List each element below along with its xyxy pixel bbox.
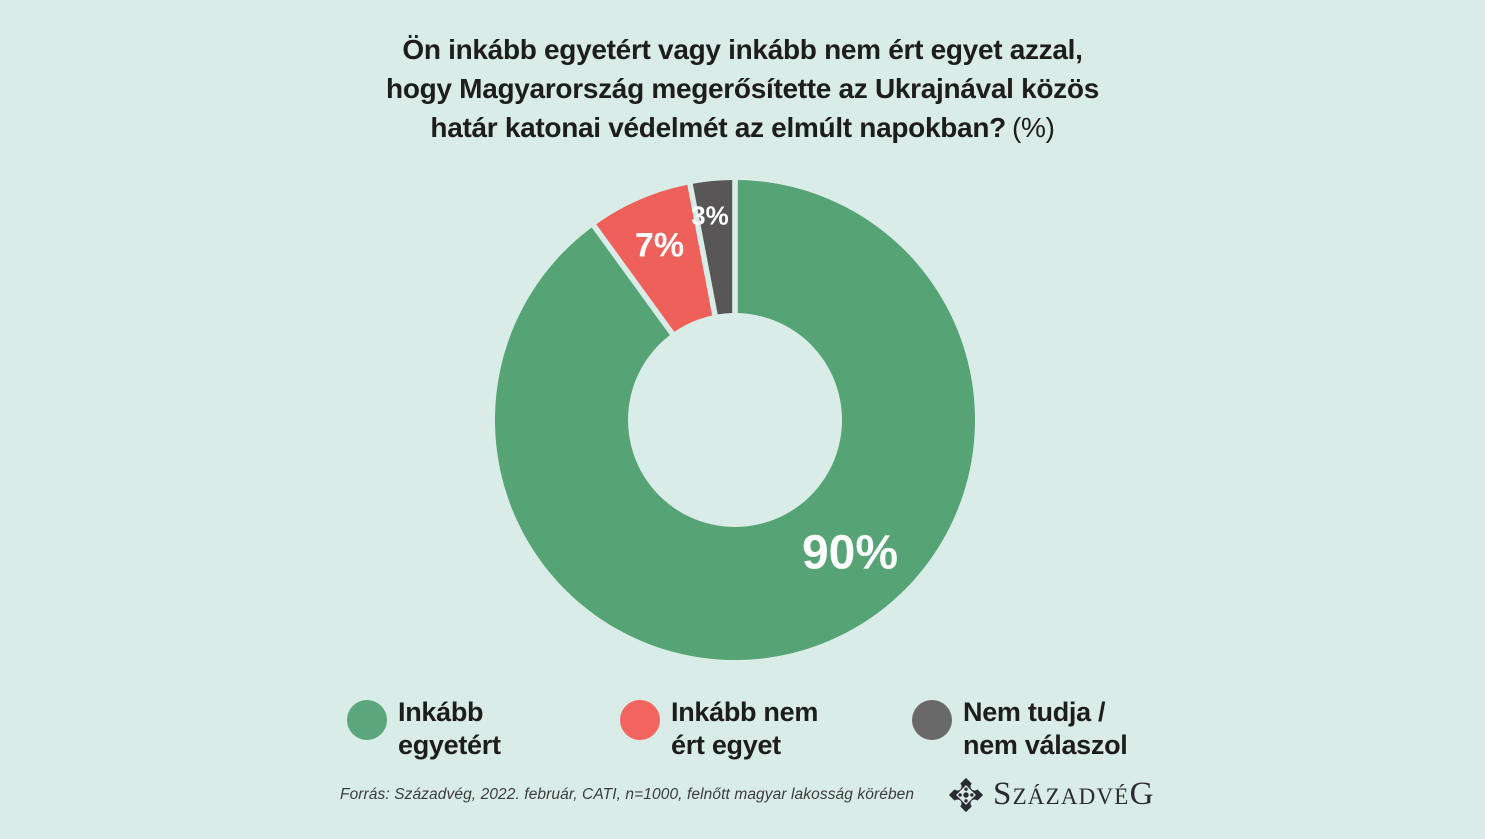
slice-value-label-2: 3% bbox=[691, 201, 729, 231]
donut-chart: 90% 7% 3% bbox=[435, 120, 1035, 720]
szazadveg-logo-text: SZÁZADVÉG bbox=[993, 776, 1155, 812]
legend-label: Nem tudja / nem válaszol bbox=[963, 697, 1128, 760]
chart-title: Ön inkább egyetért vagy inkább nem ért e… bbox=[0, 30, 1485, 147]
legend-dot-green bbox=[347, 700, 387, 740]
legend-item-inkabb-egyetert: Inkább egyetért bbox=[347, 696, 501, 762]
chart-title-line-1: Ön inkább egyetért vagy inkább nem ért e… bbox=[402, 34, 1083, 65]
chart-title-percent-suffix: (%) bbox=[1011, 112, 1055, 143]
chart-title-line-3: határ katonai védelmét az elmúlt napokba… bbox=[430, 112, 1055, 143]
source-note: Forrás: Századvég, 2022. február, CATI, … bbox=[340, 786, 915, 803]
donut-slice-2 bbox=[692, 180, 733, 315]
donut-chart-svg: 90% 7%3% bbox=[494, 180, 975, 661]
legend-dot-gray bbox=[912, 700, 952, 740]
slice-value-label-0: 90% bbox=[802, 527, 898, 580]
szazadveg-logo-icon bbox=[948, 777, 984, 812]
slice-value-label-1: 7% bbox=[635, 227, 684, 265]
legend-dot-red bbox=[620, 700, 660, 740]
szazadveg-logo: SZÁZADVÉG bbox=[948, 776, 1155, 813]
legend-item-nem-tudja: Nem tudja / nem válaszol bbox=[912, 696, 1128, 762]
chart-title-line-2: hogy Magyarország megerősítette az Ukraj… bbox=[386, 73, 1099, 104]
legend-label: Inkább egyetért bbox=[398, 697, 501, 760]
legend-item-inkabb-nem-ert-egyet: Inkább nem ért egyet bbox=[620, 696, 818, 762]
legend-label: Inkább nem ért egyet bbox=[671, 697, 819, 760]
donut-slice-1 bbox=[596, 184, 713, 332]
donut-slice-0 bbox=[494, 180, 975, 661]
